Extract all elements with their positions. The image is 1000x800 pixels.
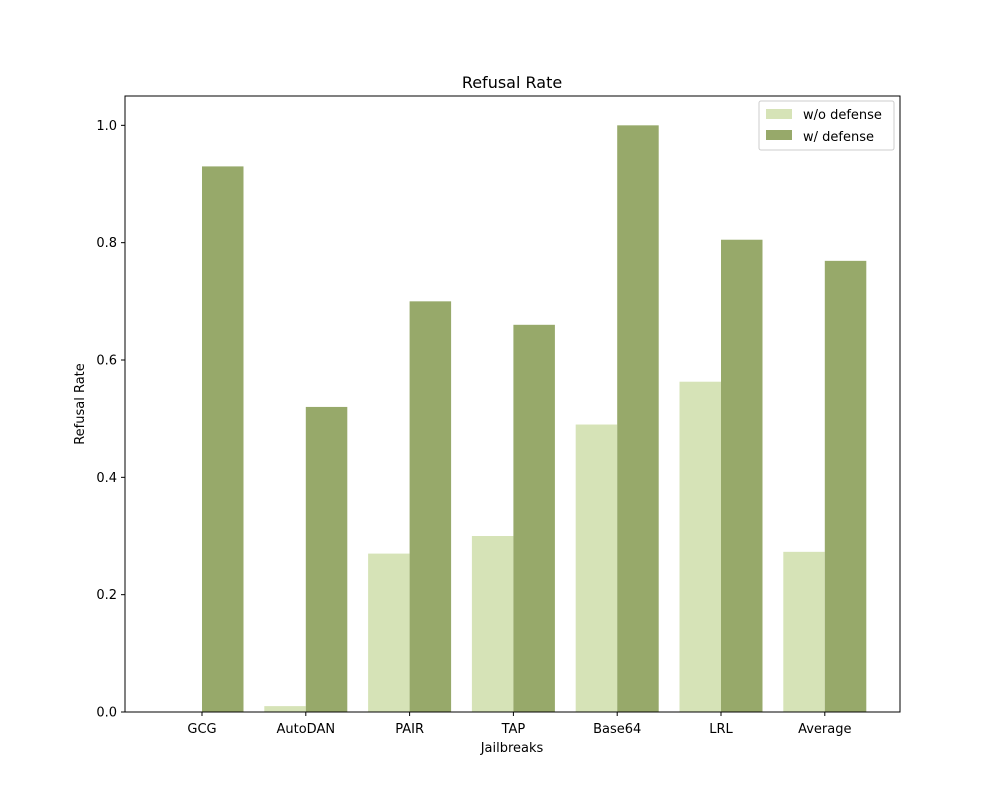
legend: w/o defense w/ defense bbox=[758, 100, 895, 151]
y-tick-label: 0.6 bbox=[96, 354, 117, 369]
legend-swatch-w-defense bbox=[766, 130, 792, 140]
bar-w-defense-base64 bbox=[617, 125, 659, 712]
bars-group bbox=[202, 125, 867, 713]
x-tick-label-autodan: AutoDAN bbox=[277, 722, 336, 737]
y-tick-label: 0.2 bbox=[96, 588, 117, 603]
x-tick-label-base64: Base64 bbox=[593, 722, 641, 737]
x-tick-label-gcg: GCG bbox=[187, 722, 216, 737]
bar-wo-defense-average bbox=[783, 551, 825, 712]
bar-wo-defense-pair bbox=[368, 553, 410, 712]
bar-w-defense-average bbox=[824, 260, 867, 712]
x-tick-label-lrl: LRL bbox=[709, 722, 733, 737]
bar-w-defense-gcg bbox=[202, 166, 244, 712]
y-tick-label: 0.8 bbox=[96, 236, 117, 251]
bar-w-defense-pair bbox=[409, 301, 452, 712]
x-tick-label-tap: TAP bbox=[501, 722, 526, 737]
y-tick-label: 0.0 bbox=[96, 706, 117, 721]
bar-wo-defense-lrl bbox=[679, 381, 721, 712]
plot-frame bbox=[124, 95, 901, 713]
legend-label-wo-defense: w/o defense bbox=[803, 108, 882, 123]
bar-w-defense-lrl bbox=[721, 239, 763, 713]
legend-swatch-wo-defense bbox=[766, 109, 792, 119]
y-tick-label: 1.0 bbox=[96, 119, 117, 134]
legend-label-w-defense: w/ defense bbox=[803, 130, 874, 145]
legend-box bbox=[758, 100, 895, 151]
bar-w-defense-autodan bbox=[305, 406, 348, 712]
y-axis: 0.0 0.2 0.4 0.6 0.8 1.0 bbox=[96, 119, 125, 721]
x-axis-label: Jailbreaks bbox=[480, 741, 544, 756]
chart-title: Refusal Rate bbox=[462, 73, 562, 92]
y-axis-label: Refusal Rate bbox=[73, 363, 88, 445]
x-axis: GCG AutoDAN PAIR TAP Base64 LRL Average bbox=[187, 712, 851, 737]
y-tick-label: 0.4 bbox=[96, 471, 117, 486]
bar-w-defense-tap bbox=[513, 324, 555, 712]
bar-wo-defense-tap bbox=[471, 536, 514, 712]
bar-wo-defense-base64 bbox=[575, 424, 618, 712]
x-tick-label-pair: PAIR bbox=[395, 722, 424, 737]
x-tick-label-average: Average bbox=[798, 722, 851, 737]
bar-wo-defense-autodan bbox=[264, 706, 306, 712]
